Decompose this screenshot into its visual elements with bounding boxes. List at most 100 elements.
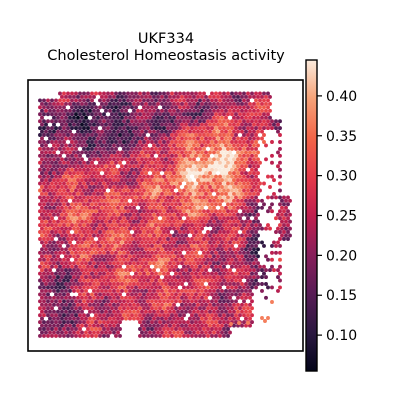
spot	[74, 223, 78, 228]
spot	[154, 167, 158, 172]
spot	[158, 174, 162, 179]
spot	[80, 164, 84, 169]
spot	[158, 230, 162, 234]
spot	[130, 216, 134, 221]
spot	[202, 216, 206, 221]
spot	[178, 202, 182, 207]
spot	[98, 271, 102, 276]
spot	[278, 237, 282, 241]
spot	[146, 146, 150, 151]
spot	[192, 268, 196, 273]
spot	[236, 115, 240, 120]
spot	[64, 309, 68, 314]
spot	[150, 133, 154, 137]
spot	[244, 254, 248, 259]
spot	[38, 105, 42, 110]
spot	[166, 264, 170, 269]
spot	[136, 233, 140, 238]
spot	[108, 261, 112, 266]
spot	[40, 178, 44, 183]
spot	[236, 150, 240, 155]
spot	[186, 188, 190, 193]
spot	[248, 288, 252, 293]
spot	[168, 191, 172, 196]
spot	[218, 160, 222, 165]
spot	[104, 268, 108, 273]
spot	[236, 282, 240, 286]
spot	[230, 237, 234, 241]
spot	[76, 150, 80, 155]
spot	[200, 150, 204, 155]
spot	[150, 174, 154, 179]
spot	[142, 230, 146, 234]
spot	[100, 143, 104, 148]
spot	[62, 188, 66, 193]
spot	[58, 327, 62, 331]
spot	[178, 119, 182, 124]
spot	[242, 292, 246, 297]
spot	[240, 191, 244, 196]
spot	[206, 112, 210, 117]
spot	[68, 233, 72, 238]
spot	[206, 160, 210, 165]
spot	[228, 226, 232, 231]
spot	[124, 122, 128, 127]
spot	[234, 202, 238, 207]
spot	[108, 198, 112, 203]
spot	[68, 205, 72, 210]
spot	[166, 223, 170, 228]
spot	[96, 247, 100, 252]
spot	[72, 205, 76, 210]
spot	[52, 261, 56, 266]
spot	[212, 150, 216, 155]
spot	[68, 247, 72, 252]
spot	[178, 313, 182, 318]
spot	[176, 171, 180, 176]
spot	[146, 126, 150, 131]
spot	[80, 233, 84, 238]
spot	[46, 292, 50, 297]
spot	[258, 188, 262, 193]
spot	[106, 174, 110, 179]
spot	[74, 146, 78, 151]
spot	[202, 243, 206, 248]
spot	[234, 230, 238, 234]
spot	[116, 309, 120, 314]
spot	[118, 153, 122, 158]
spot	[54, 195, 58, 200]
spot	[232, 247, 236, 252]
spot	[52, 226, 56, 231]
spot	[270, 140, 274, 144]
spot	[212, 101, 216, 106]
spot	[72, 115, 76, 120]
spot	[230, 105, 234, 110]
spot	[94, 209, 98, 214]
spot	[222, 112, 226, 117]
spot	[234, 271, 238, 276]
spot	[168, 295, 172, 300]
spot	[210, 126, 214, 131]
spot	[210, 278, 214, 283]
spot	[170, 91, 174, 96]
spot	[142, 278, 146, 283]
spot	[122, 98, 126, 103]
spot	[156, 240, 160, 245]
spot	[152, 240, 156, 245]
spot	[160, 254, 164, 259]
spot	[272, 122, 276, 127]
spot	[102, 333, 106, 338]
spot	[122, 271, 126, 276]
spot	[236, 275, 240, 280]
spot	[190, 167, 194, 172]
spot	[222, 257, 226, 262]
spot	[104, 275, 108, 280]
spot	[156, 261, 160, 266]
spot	[82, 133, 86, 137]
spot	[136, 108, 140, 113]
spot	[142, 146, 146, 151]
spot	[46, 223, 50, 228]
spot	[160, 316, 164, 321]
spot	[124, 136, 128, 141]
spot	[204, 150, 208, 155]
spot	[194, 181, 198, 186]
